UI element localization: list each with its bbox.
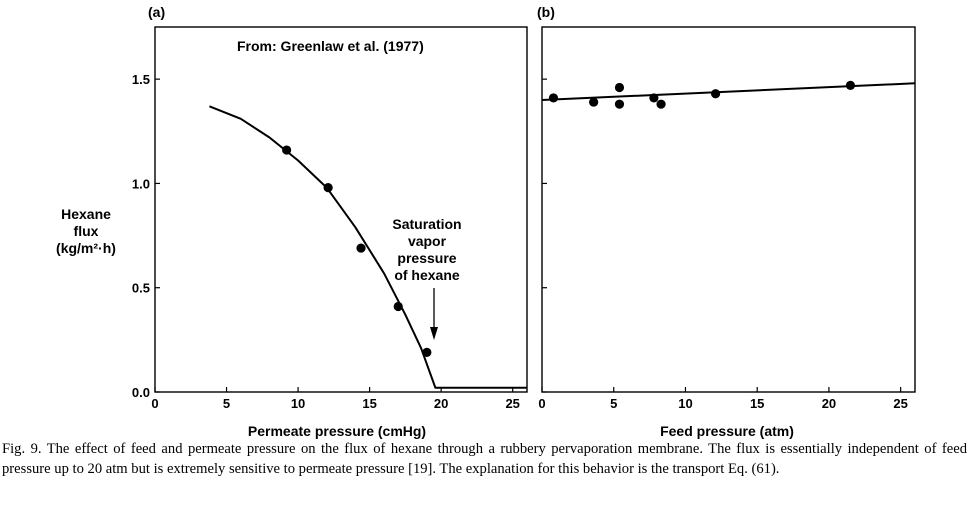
x-tick-label: 0 — [151, 396, 158, 411]
x-tick-label: 10 — [678, 396, 692, 411]
data-point — [282, 145, 292, 155]
panel-a: (a) From: Greenlaw et al. (1977) Permeat… — [56, 4, 528, 439]
callout-line-1: Saturation — [392, 216, 461, 232]
data-point — [356, 243, 366, 253]
saturation-callout: Saturation vapor pressure of hexane — [392, 216, 461, 283]
y-axis-label-line-1: Hexane — [61, 206, 111, 222]
callout-line-4: of hexane — [394, 267, 460, 283]
figure-caption: Fig. 9. The effect of feed and permeate … — [2, 441, 967, 477]
x-tick-label: 15 — [362, 396, 376, 411]
data-point — [614, 99, 625, 109]
x-tick-label: 5 — [610, 396, 617, 411]
y-tick-label: 0.0 — [132, 385, 150, 400]
data-point — [710, 89, 721, 99]
y-tick-label: 1.5 — [132, 72, 150, 87]
source-annotation: From: Greenlaw et al. (1977) — [237, 38, 424, 54]
x-tick-label: 0 — [538, 396, 545, 411]
data-point — [323, 183, 333, 193]
figure: (a) From: Greenlaw et al. (1977) Permeat… — [56, 4, 916, 439]
plot-frame — [154, 26, 528, 393]
y-tick-label: 1.0 — [132, 176, 150, 191]
y-axis-label: Hexane flux (kg/m²·h) — [56, 206, 116, 256]
panel-a-label: (a) — [148, 4, 165, 20]
x-axis-label-b: Feed pressure (atm) — [660, 423, 794, 439]
x-tick-label: 20 — [434, 396, 448, 411]
fit-curve — [209, 105, 527, 389]
y-tick-label: 0.5 — [132, 281, 150, 296]
x-tick-label: 5 — [223, 396, 230, 411]
panel-b-label: (b) — [537, 4, 555, 20]
callout-line-2: vapor — [408, 233, 447, 249]
data-point — [614, 82, 625, 93]
y-axis-label-line-3: (kg/m²·h) — [56, 240, 116, 256]
x-tick-label: 20 — [822, 396, 836, 411]
data-point — [656, 99, 666, 109]
x-tick-label: 25 — [505, 396, 519, 411]
x-tick-label: 25 — [893, 396, 907, 411]
data-point — [589, 97, 599, 107]
callout-arrow-head — [430, 327, 438, 340]
data-point — [422, 347, 432, 357]
x-axis-label-a: Permeate pressure (cmHg) — [248, 423, 426, 439]
panel-b: (b) Feed pressure (atm) 0 5 10 15 20 25 — [537, 4, 916, 439]
data-point — [393, 301, 403, 312]
callout-line-3: pressure — [397, 250, 456, 266]
fit-line — [541, 82, 916, 101]
data-point — [548, 93, 559, 103]
x-tick-label: 15 — [750, 396, 764, 411]
data-point — [845, 80, 856, 90]
x-tick-label: 10 — [291, 396, 305, 411]
y-axis-label-line-2: flux — [74, 223, 99, 239]
data-point — [649, 93, 659, 103]
plot-frame — [541, 26, 916, 393]
